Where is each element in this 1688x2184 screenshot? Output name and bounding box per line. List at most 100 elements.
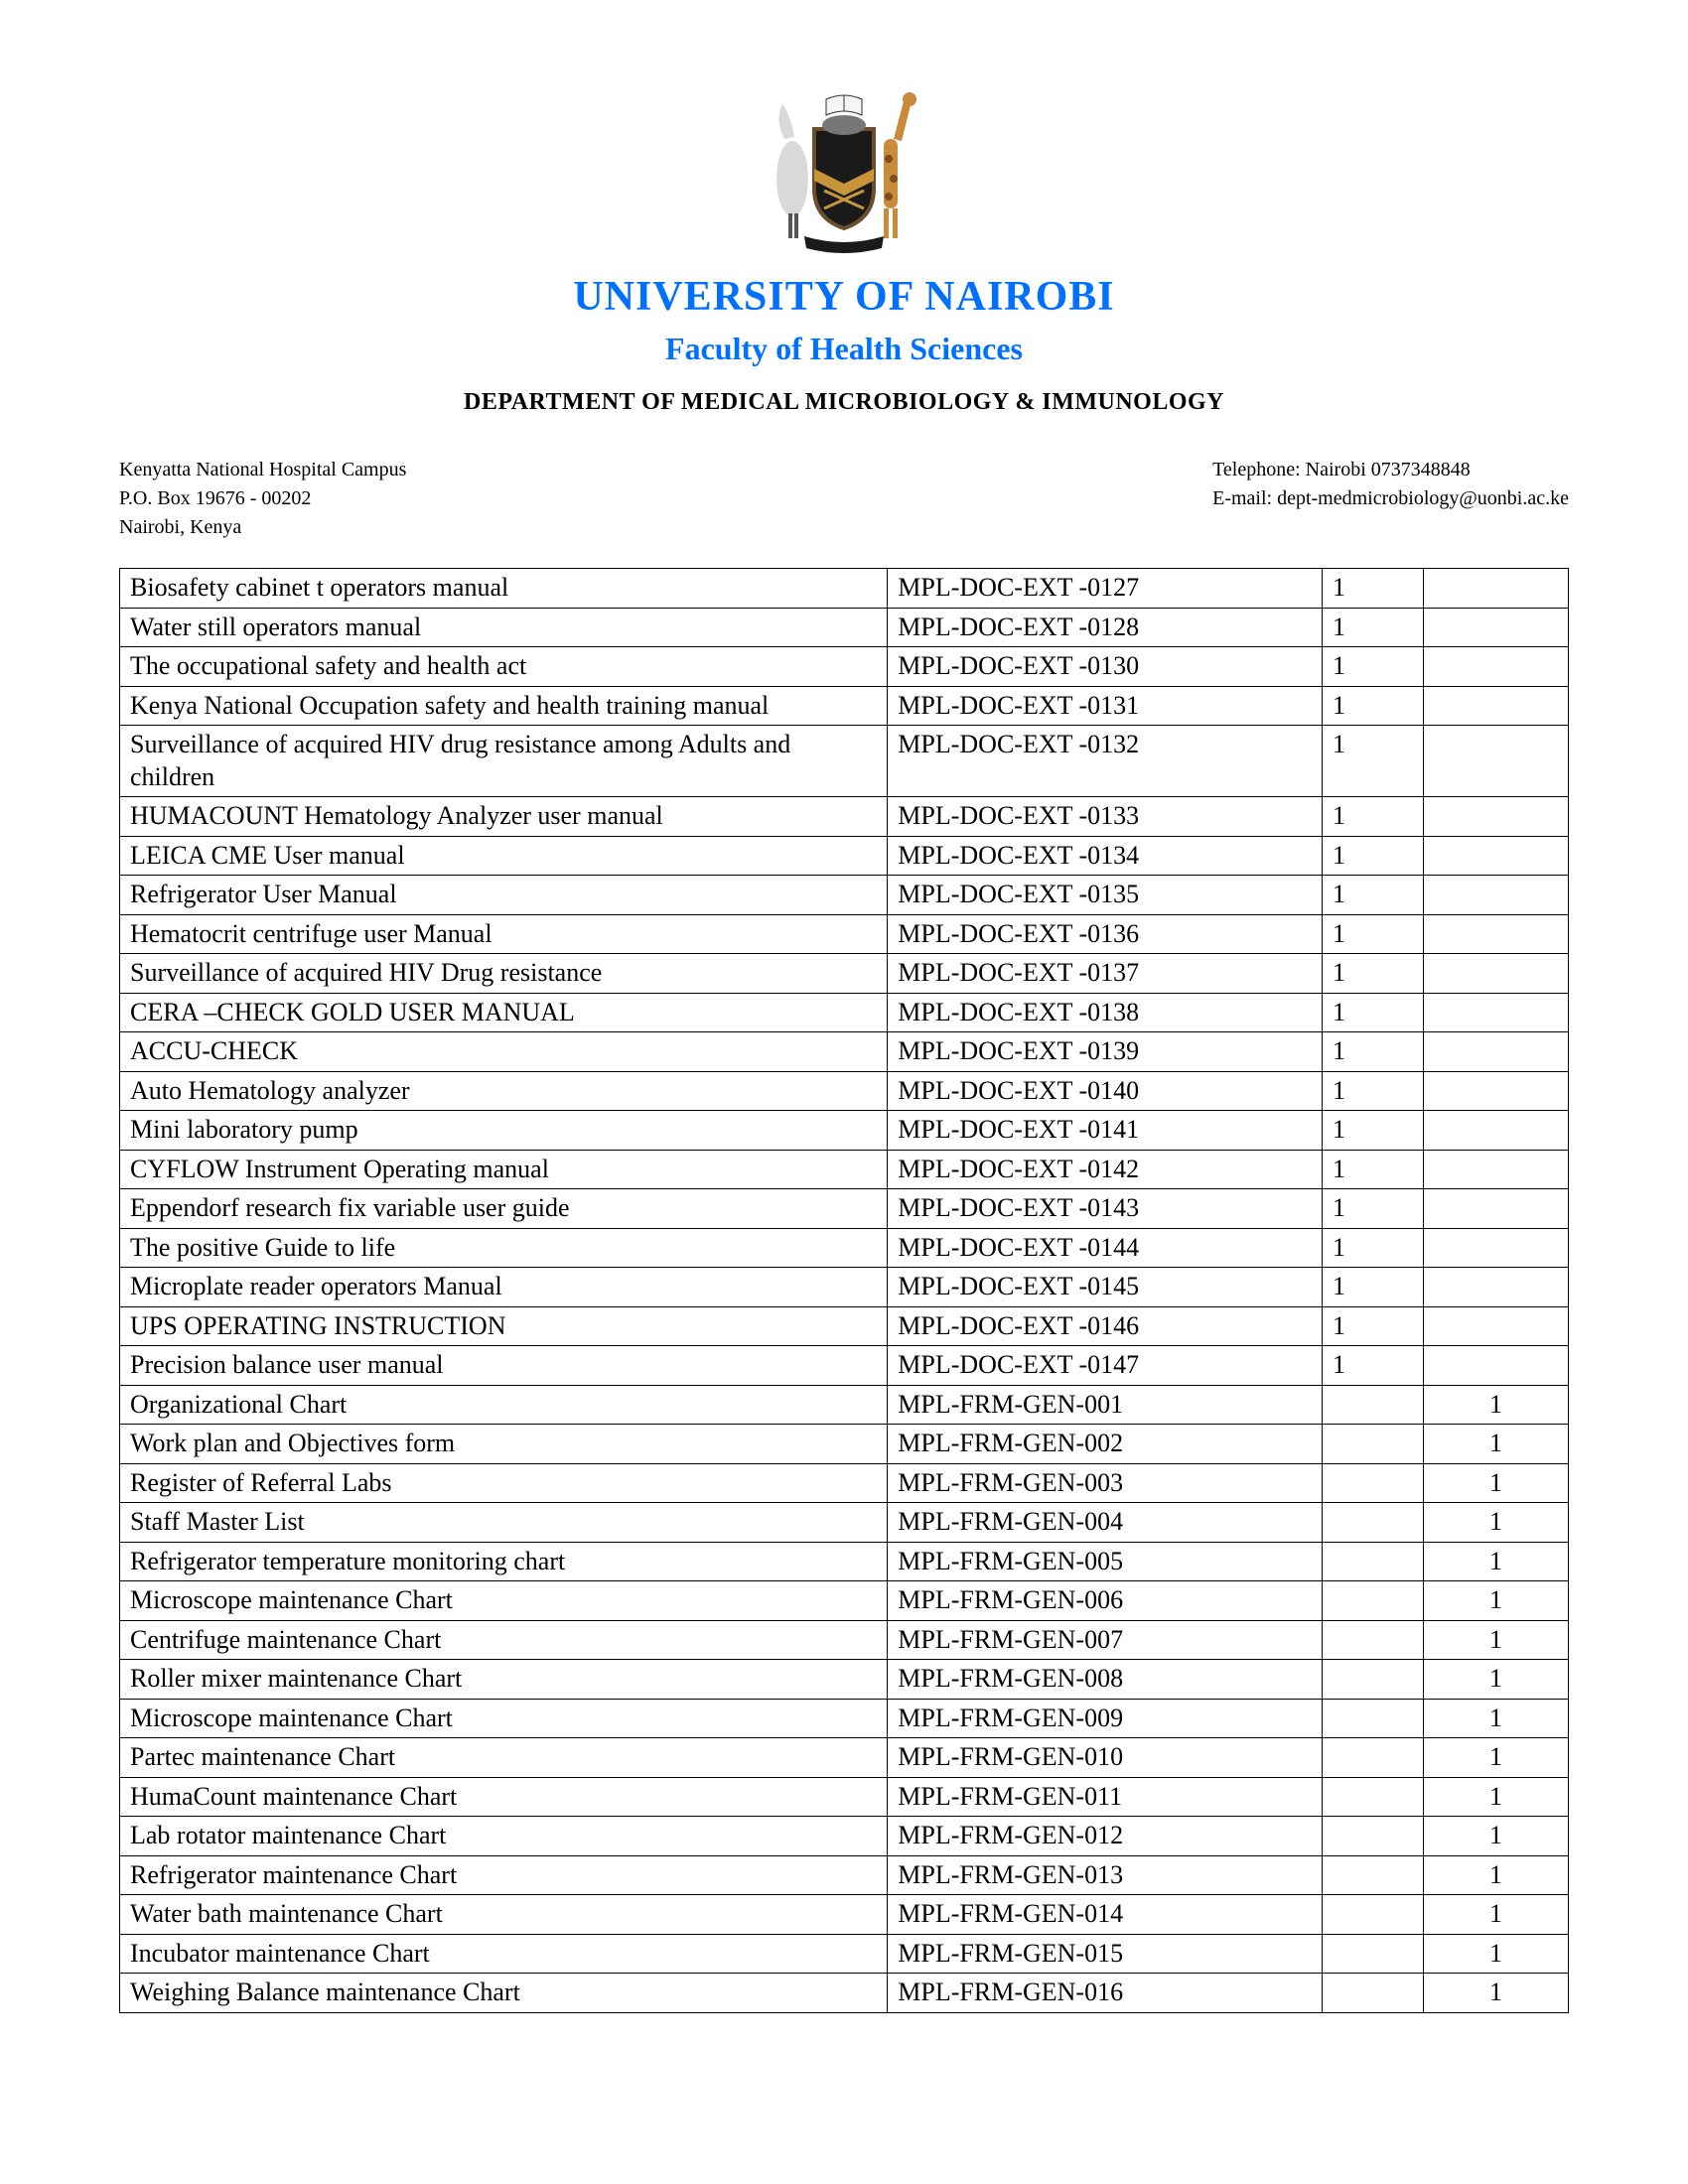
document-code-cell: MPL-DOC-EXT -0133: [888, 797, 1323, 837]
table-row: Water still operators manualMPL-DOC-EXT …: [120, 608, 1569, 647]
table-row: Auto Hematology analyzerMPL-DOC-EXT -014…: [120, 1071, 1569, 1111]
qty1-cell: 1: [1322, 836, 1423, 876]
document-name-cell: Surveillance of acquired HIV Drug resist…: [120, 954, 888, 994]
qty2-cell: [1424, 1189, 1569, 1229]
document-code-cell: MPL-DOC-EXT -0128: [888, 608, 1323, 647]
document-name-cell: HUMACOUNT Hematology Analyzer user manua…: [120, 797, 888, 837]
document-code-cell: MPL-FRM-GEN-011: [888, 1777, 1323, 1817]
qty2-cell: 1: [1424, 1620, 1569, 1660]
table-row: CERA –CHECK GOLD USER MANUALMPL-DOC-EXT …: [120, 993, 1569, 1032]
qty1-cell: [1322, 1581, 1423, 1621]
university-crest-icon: [755, 79, 933, 258]
qty1-cell: [1322, 1817, 1423, 1856]
document-code-cell: MPL-DOC-EXT -0134: [888, 836, 1323, 876]
document-name-cell: HumaCount maintenance Chart: [120, 1777, 888, 1817]
qty2-cell: [1424, 726, 1569, 797]
email-line: E-mail: dept-medmicrobiology@uonbi.ac.ke: [1212, 484, 1569, 513]
qty1-cell: [1322, 1620, 1423, 1660]
qty1-cell: 1: [1322, 1189, 1423, 1229]
document-name-cell: LEICA CME User manual: [120, 836, 888, 876]
document-name-cell: Mini laboratory pump: [120, 1111, 888, 1151]
document-name-cell: Organizational Chart: [120, 1385, 888, 1425]
qty1-cell: [1322, 1777, 1423, 1817]
document-code-cell: MPL-DOC-EXT -0140: [888, 1071, 1323, 1111]
table-row: Partec maintenance ChartMPL-FRM-GEN-0101: [120, 1738, 1569, 1778]
city-line: Nairobi, Kenya: [119, 513, 406, 542]
qty2-cell: [1424, 1228, 1569, 1268]
document-name-cell: Incubator maintenance Chart: [120, 1934, 888, 1974]
qty1-cell: [1322, 1934, 1423, 1974]
qty2-cell: 1: [1424, 1934, 1569, 1974]
document-name-cell: Water bath maintenance Chart: [120, 1895, 888, 1935]
document-code-cell: MPL-FRM-GEN-015: [888, 1934, 1323, 1974]
qty2-cell: [1424, 876, 1569, 915]
document-name-cell: Microscope maintenance Chart: [120, 1699, 888, 1738]
document-name-cell: Water still operators manual: [120, 608, 888, 647]
document-code-cell: MPL-FRM-GEN-014: [888, 1895, 1323, 1935]
qty2-cell: 1: [1424, 1855, 1569, 1895]
document-code-cell: MPL-DOC-EXT -0139: [888, 1032, 1323, 1072]
document-name-cell: Microscope maintenance Chart: [120, 1581, 888, 1621]
qty2-cell: 1: [1424, 1503, 1569, 1543]
qty1-cell: [1322, 1855, 1423, 1895]
document-code-cell: MPL-FRM-GEN-010: [888, 1738, 1323, 1778]
table-row: Mini laboratory pumpMPL-DOC-EXT -01411: [120, 1111, 1569, 1151]
qty2-cell: 1: [1424, 1777, 1569, 1817]
table-row: Kenya National Occupation safety and hea…: [120, 686, 1569, 726]
table-row: Eppendorf research fix variable user gui…: [120, 1189, 1569, 1229]
giraffe-supporter: [884, 92, 916, 238]
qty1-cell: 1: [1322, 876, 1423, 915]
qty2-cell: [1424, 1306, 1569, 1346]
qty1-cell: 1: [1322, 686, 1423, 726]
document-code-cell: MPL-DOC-EXT -0130: [888, 647, 1323, 687]
qty1-cell: 1: [1322, 569, 1423, 609]
telephone-line: Telephone: Nairobi 0737348848: [1212, 456, 1569, 484]
document-code-cell: MPL-DOC-EXT -0147: [888, 1346, 1323, 1386]
qty1-cell: 1: [1322, 914, 1423, 954]
document-code-cell: MPL-DOC-EXT -0135: [888, 876, 1323, 915]
qty2-cell: 1: [1424, 1660, 1569, 1700]
document-name-cell: ACCU-CHECK: [120, 1032, 888, 1072]
campus-line: Kenyatta National Hospital Campus: [119, 456, 406, 484]
document-name-cell: Microplate reader operators Manual: [120, 1268, 888, 1307]
table-row: The positive Guide to lifeMPL-DOC-EXT -0…: [120, 1228, 1569, 1268]
document-name-cell: Eppendorf research fix variable user gui…: [120, 1189, 888, 1229]
table-row: Water bath maintenance ChartMPL-FRM-GEN-…: [120, 1895, 1569, 1935]
table-row: Staff Master ListMPL-FRM-GEN-0041: [120, 1503, 1569, 1543]
document-code-cell: MPL-FRM-GEN-003: [888, 1463, 1323, 1503]
document-code-cell: MPL-FRM-GEN-002: [888, 1425, 1323, 1464]
document-code-cell: MPL-FRM-GEN-007: [888, 1620, 1323, 1660]
document-name-cell: Surveillance of acquired HIV drug resist…: [120, 726, 888, 797]
qty2-cell: [1424, 993, 1569, 1032]
table-row: Work plan and Objectives formMPL-FRM-GEN…: [120, 1425, 1569, 1464]
document-code-cell: MPL-DOC-EXT -0145: [888, 1268, 1323, 1307]
document-name-cell: Refrigerator User Manual: [120, 876, 888, 915]
qty2-cell: [1424, 836, 1569, 876]
document-name-cell: Register of Referral Labs: [120, 1463, 888, 1503]
document-name-cell: CYFLOW Instrument Operating manual: [120, 1150, 888, 1189]
documents-table: Biosafety cabinet t operators manualMPL-…: [119, 568, 1569, 2013]
table-row: HumaCount maintenance ChartMPL-FRM-GEN-0…: [120, 1777, 1569, 1817]
table-row: Incubator maintenance ChartMPL-FRM-GEN-0…: [120, 1934, 1569, 1974]
qty1-cell: 1: [1322, 1150, 1423, 1189]
logo-wrap: [119, 79, 1569, 263]
table-row: CYFLOW Instrument Operating manualMPL-DO…: [120, 1150, 1569, 1189]
qty2-cell: [1424, 1071, 1569, 1111]
document-name-cell: Precision balance user manual: [120, 1346, 888, 1386]
table-row: Microscope maintenance ChartMPL-FRM-GEN-…: [120, 1699, 1569, 1738]
table-row: LEICA CME User manualMPL-DOC-EXT -01341: [120, 836, 1569, 876]
qty2-cell: [1424, 686, 1569, 726]
document-code-cell: MPL-DOC-EXT -0136: [888, 914, 1323, 954]
document-code-cell: MPL-FRM-GEN-005: [888, 1542, 1323, 1581]
table-row: Refrigerator maintenance ChartMPL-FRM-GE…: [120, 1855, 1569, 1895]
document-code-cell: MPL-DOC-EXT -0144: [888, 1228, 1323, 1268]
table-row: Centrifuge maintenance ChartMPL-FRM-GEN-…: [120, 1620, 1569, 1660]
table-row: The occupational safety and health actMP…: [120, 647, 1569, 687]
qty1-cell: [1322, 1385, 1423, 1425]
document-code-cell: MPL-DOC-EXT -0141: [888, 1111, 1323, 1151]
table-row: Microscope maintenance ChartMPL-FRM-GEN-…: [120, 1581, 1569, 1621]
qty2-cell: 1: [1424, 1817, 1569, 1856]
qty1-cell: [1322, 1699, 1423, 1738]
qty1-cell: 1: [1322, 993, 1423, 1032]
table-row: ACCU-CHECKMPL-DOC-EXT -01391: [120, 1032, 1569, 1072]
